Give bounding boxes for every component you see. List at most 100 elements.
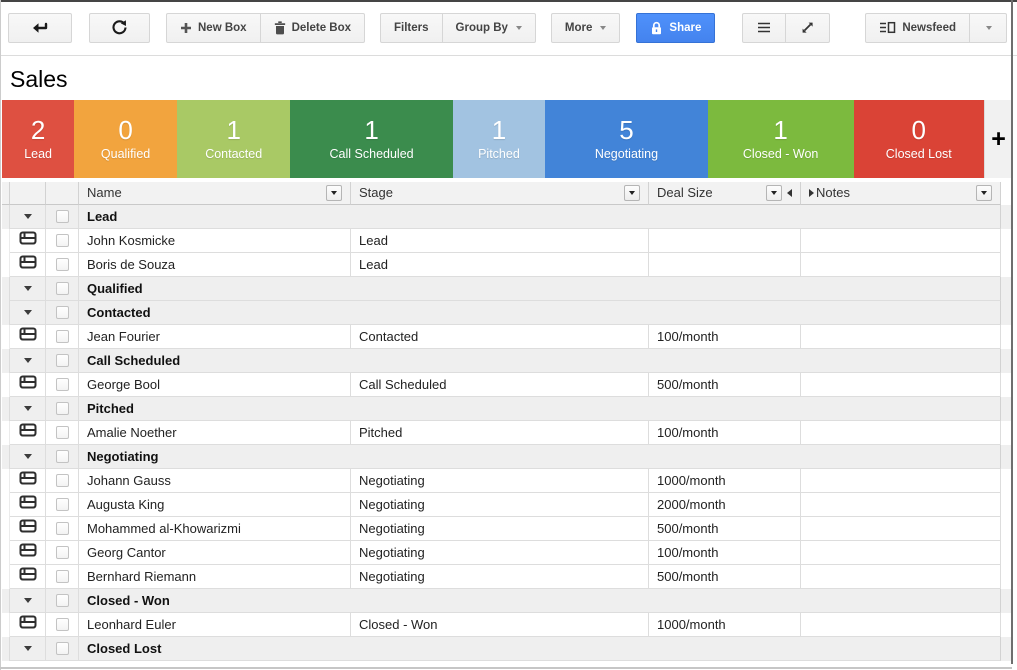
pipeline-stage-call-scheduled[interactable]: 1 Call Scheduled [290, 100, 453, 179]
stage-cell[interactable]: Negotiating [351, 517, 649, 542]
name-cell[interactable]: John Kosmicke [79, 229, 351, 254]
pipeline-stage-qualified[interactable]: 0 Qualified [74, 100, 177, 179]
list-view-button[interactable] [742, 12, 787, 43]
pipeline-stage-lead[interactable]: 2 Lead [2, 100, 75, 179]
row-checkbox[interactable] [55, 546, 69, 560]
collapse-triangle-icon[interactable] [23, 646, 32, 652]
deal-size-cell[interactable]: 100/month [649, 541, 801, 566]
row-checkbox[interactable] [55, 330, 69, 344]
deal-size-cell[interactable]: 100/month [649, 421, 801, 446]
row-checkbox[interactable] [55, 642, 69, 656]
row-checkbox[interactable] [55, 618, 69, 632]
deal-size-cell[interactable] [649, 253, 801, 278]
notes-cell[interactable] [801, 565, 1001, 590]
row-checkbox[interactable] [55, 570, 69, 584]
stage-cell[interactable]: Lead [351, 253, 649, 278]
deal-size-cell[interactable]: 500/month [649, 517, 801, 542]
name-cell[interactable]: Leonhard Euler [79, 613, 351, 638]
box-icon[interactable] [19, 541, 37, 564]
row-checkbox[interactable] [55, 450, 69, 464]
row-checkbox[interactable] [55, 210, 69, 224]
delete-box-button[interactable]: Delete Box [259, 12, 366, 43]
name-cell[interactable]: Jean Fourier [79, 325, 351, 350]
name-cell[interactable]: Bernhard Riemann [79, 565, 351, 590]
add-stage-button[interactable]: + [984, 100, 1013, 179]
pipeline-stage-negotiating[interactable]: 5 Negotiating [545, 100, 708, 179]
row-checkbox[interactable] [55, 522, 69, 536]
stage-cell[interactable]: Negotiating [351, 469, 649, 494]
row-checkbox[interactable] [55, 594, 69, 608]
row-checkbox[interactable] [55, 282, 69, 296]
row-checkbox[interactable] [55, 234, 69, 248]
notes-cell[interactable] [801, 229, 1001, 254]
collapse-triangle-icon[interactable] [23, 358, 32, 364]
notes-cell[interactable] [801, 421, 1001, 446]
deal-size-cell[interactable] [649, 229, 801, 254]
name-cell[interactable]: Johann Gauss [79, 469, 351, 494]
box-icon[interactable] [19, 253, 37, 276]
more-button[interactable]: More [550, 12, 621, 43]
notes-cell[interactable] [801, 469, 1001, 494]
box-icon[interactable] [19, 517, 37, 540]
deal-size-cell[interactable]: 1000/month [649, 469, 801, 494]
notes-cell[interactable] [801, 253, 1001, 278]
box-icon[interactable] [19, 229, 37, 252]
row-checkbox[interactable] [55, 306, 69, 320]
row-checkbox[interactable] [55, 258, 69, 272]
newsfeed-button[interactable]: Newsfeed [865, 12, 970, 43]
expand-view-button[interactable] [785, 12, 831, 43]
box-icon[interactable] [19, 613, 37, 636]
box-icon[interactable] [19, 493, 37, 516]
column-header-notes[interactable]: Notes [801, 182, 1001, 206]
row-checkbox[interactable] [55, 474, 69, 488]
notes-cell[interactable] [801, 541, 1001, 566]
stage-cell[interactable]: Call Scheduled [351, 373, 649, 398]
stage-cell[interactable]: Lead [351, 229, 649, 254]
box-icon[interactable] [19, 421, 37, 444]
column-menu-button[interactable] [326, 185, 342, 202]
column-header-name[interactable]: Name [79, 182, 351, 206]
box-icon[interactable] [19, 373, 37, 396]
stage-cell[interactable]: Negotiating [351, 565, 649, 590]
notes-cell[interactable] [801, 613, 1001, 638]
newsfeed-dropdown-button[interactable] [969, 12, 1007, 43]
column-menu-button[interactable] [624, 185, 640, 202]
row-checkbox[interactable] [55, 498, 69, 512]
refresh-button[interactable] [89, 12, 150, 43]
column-header-stage[interactable]: Stage [351, 182, 649, 206]
box-icon[interactable] [19, 325, 37, 348]
row-checkbox[interactable] [55, 402, 69, 416]
collapse-triangle-icon[interactable] [23, 406, 32, 412]
group-by-button[interactable]: Group By [441, 12, 536, 43]
deal-size-cell[interactable]: 500/month [649, 373, 801, 398]
deal-size-cell[interactable]: 2000/month [649, 493, 801, 518]
name-cell[interactable]: Georg Cantor [79, 541, 351, 566]
stage-cell[interactable]: Negotiating [351, 541, 649, 566]
row-checkbox[interactable] [55, 426, 69, 440]
notes-cell[interactable] [801, 325, 1001, 350]
stage-cell[interactable]: Negotiating [351, 493, 649, 518]
collapse-triangle-icon[interactable] [23, 598, 32, 604]
pipeline-stage-contacted[interactable]: 1 Contacted [176, 100, 291, 179]
column-menu-button[interactable] [976, 185, 992, 202]
box-icon[interactable] [19, 565, 37, 588]
deal-size-cell[interactable]: 100/month [649, 325, 801, 350]
name-cell[interactable]: Mohammed al-Khowarizmi [79, 517, 351, 542]
pipeline-stage-pitched[interactable]: 1 Pitched [452, 100, 546, 179]
column-resize-left-icon[interactable] [787, 189, 792, 198]
notes-cell[interactable] [801, 373, 1001, 398]
column-resize-right-icon[interactable] [809, 189, 814, 198]
pipeline-stage-closed-lost[interactable]: 0 Closed Lost [853, 100, 985, 179]
stage-cell[interactable]: Contacted [351, 325, 649, 350]
new-box-button[interactable]: New Box [166, 12, 261, 43]
name-cell[interactable]: George Bool [79, 373, 351, 398]
name-cell[interactable]: Augusta King [79, 493, 351, 518]
share-button[interactable]: Share [636, 12, 716, 43]
stage-cell[interactable]: Closed - Won [351, 613, 649, 638]
collapse-triangle-icon[interactable] [23, 310, 32, 316]
notes-cell[interactable] [801, 517, 1001, 542]
pipeline-stage-closed-won[interactable]: 1 Closed - Won [707, 100, 854, 179]
deal-size-cell[interactable]: 500/month [649, 565, 801, 590]
collapse-triangle-icon[interactable] [23, 454, 32, 460]
column-menu-button[interactable] [766, 185, 782, 202]
